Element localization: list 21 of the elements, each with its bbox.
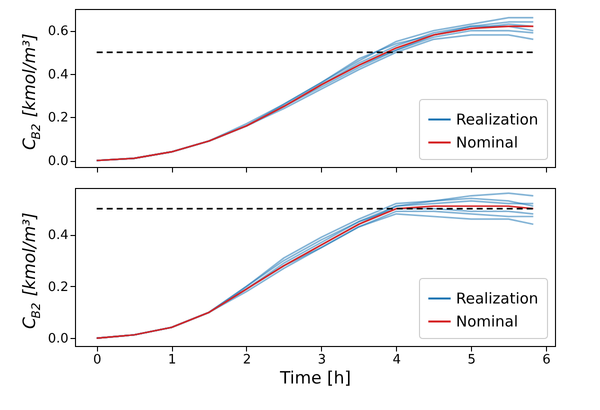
legend-label: Realization bbox=[456, 110, 538, 128]
y-axis-title: CB2 [kmol/m³] bbox=[20, 33, 43, 150]
x-tick-label: 5 bbox=[467, 352, 476, 368]
legend-label: Nominal bbox=[456, 134, 518, 152]
y-tick-label: 0.2 bbox=[48, 280, 68, 295]
y-tick-label: 0.2 bbox=[48, 110, 68, 126]
x-tick-label: 2 bbox=[242, 352, 252, 368]
y-tick-label: 0.4 bbox=[48, 228, 68, 244]
y-axis-title: CB2 [kmol/m³] bbox=[20, 212, 43, 329]
y-tick-label: 0.0 bbox=[48, 154, 68, 170]
x-tick-label: 4 bbox=[392, 352, 401, 368]
legend-label: Nominal bbox=[456, 312, 518, 330]
y-tick-label: 0.4 bbox=[48, 67, 68, 82]
x-tick-label: 1 bbox=[168, 352, 176, 368]
y-tick-label: 0.0 bbox=[48, 332, 68, 347]
x-tick-label: 6 bbox=[542, 352, 551, 368]
x-tick-label: 0 bbox=[93, 352, 102, 368]
y-tick-label: 0.6 bbox=[48, 24, 68, 40]
legend-label: Realization bbox=[456, 290, 538, 308]
x-axis-title: Time [h] bbox=[278, 368, 352, 388]
x-tick-label: 3 bbox=[318, 352, 326, 368]
